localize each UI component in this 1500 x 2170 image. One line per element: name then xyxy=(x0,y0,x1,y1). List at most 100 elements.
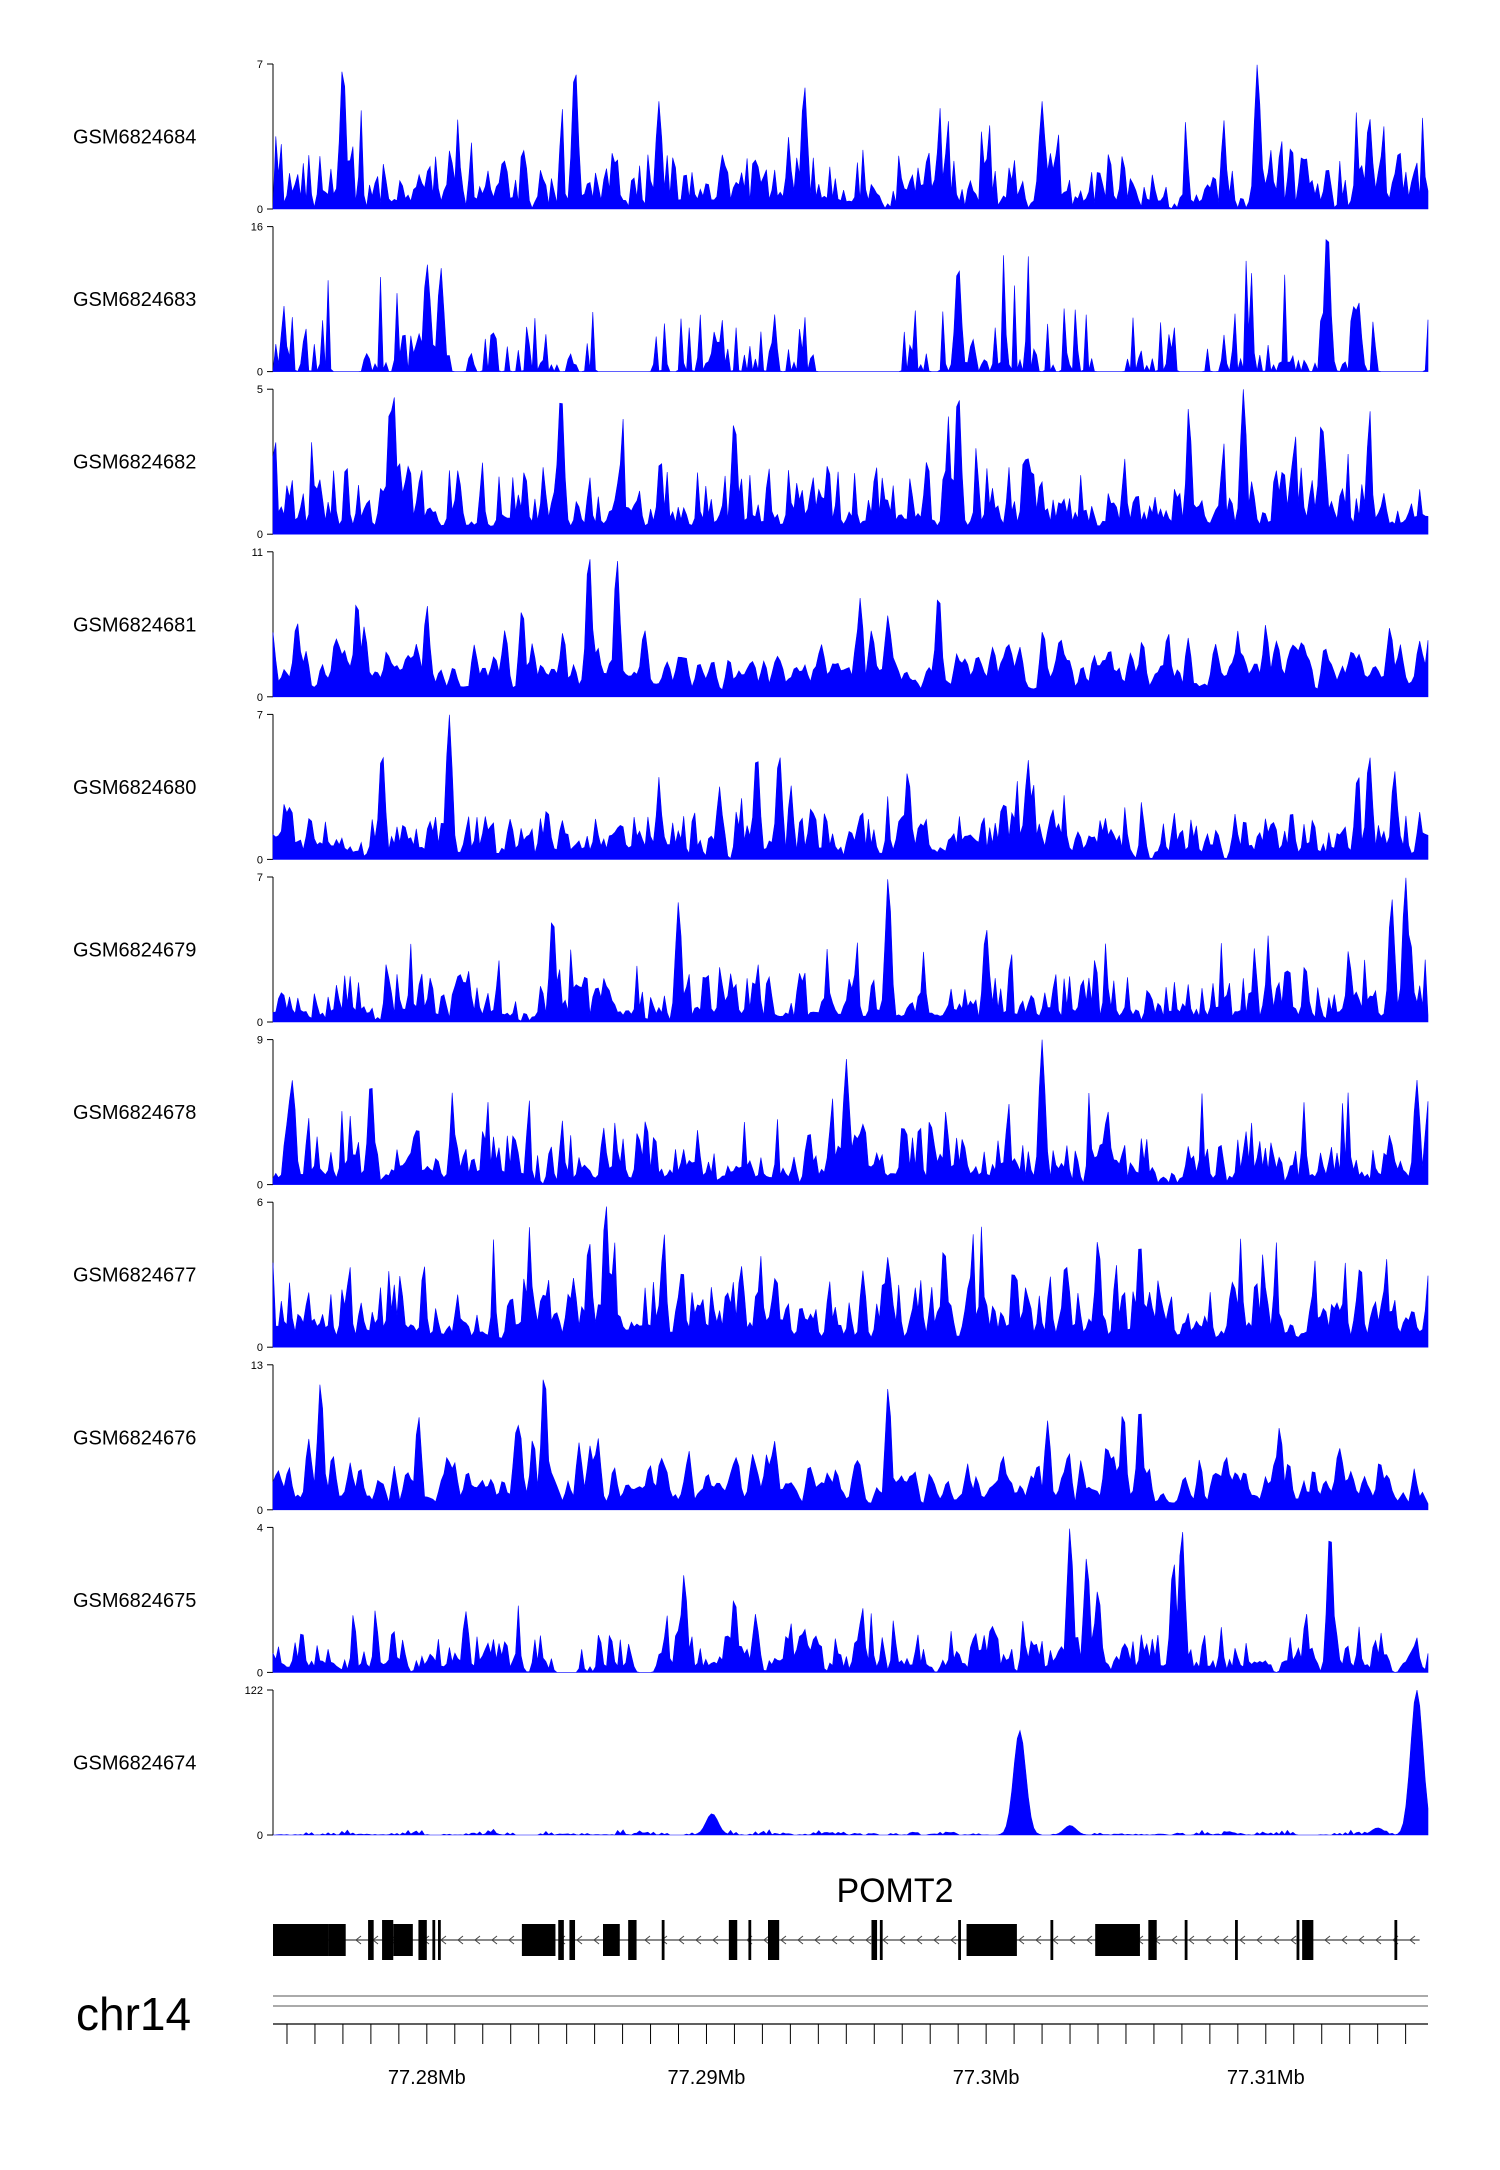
exon xyxy=(393,1924,413,1956)
exon xyxy=(661,1920,665,1960)
strand-arrow xyxy=(797,1935,804,1945)
exon xyxy=(382,1920,394,1960)
exon xyxy=(1235,1920,1238,1960)
track-ymax: 122 xyxy=(245,1685,263,1697)
track-ymin: 0 xyxy=(257,854,263,866)
strand-arrow xyxy=(1171,1935,1178,1945)
track-ymax: 16 xyxy=(251,222,263,234)
exon xyxy=(728,1920,738,1960)
track-signal xyxy=(272,877,1429,1023)
exon xyxy=(958,1920,961,1960)
strand-arrow xyxy=(593,1935,600,1945)
track-signal xyxy=(272,559,1429,698)
strand-arrow xyxy=(1035,1935,1042,1945)
track-ymax: 7 xyxy=(257,59,263,71)
track-ymax: 9 xyxy=(257,1035,263,1047)
track-ymax: 5 xyxy=(257,384,263,396)
signal-tracks: GSM682468470GSM6824683160GSM682468250GSM… xyxy=(73,59,1429,1842)
exon xyxy=(368,1920,374,1960)
track-ymin: 0 xyxy=(257,1830,263,1842)
track-ymax: 11 xyxy=(252,547,263,559)
exon xyxy=(1148,1920,1157,1960)
strand-arrow xyxy=(1409,1935,1416,1945)
track-GSM6824681: GSM6824681 11 0 xyxy=(73,547,1429,704)
strand-arrow xyxy=(848,1935,855,1945)
track-label: GSM6824683 xyxy=(73,289,196,311)
strand-arrow xyxy=(440,1935,447,1945)
strand-arrow xyxy=(576,1935,583,1945)
axis-tick-label: 77.3Mb xyxy=(953,2067,1020,2089)
strand-arrow xyxy=(780,1935,787,1945)
exon xyxy=(1050,1920,1054,1960)
strand-arrow xyxy=(763,1935,770,1945)
gene-name: POMT2 xyxy=(836,1872,953,1910)
exon xyxy=(273,1924,329,1956)
track-GSM6824683: GSM6824683 16 0 xyxy=(73,222,1429,379)
strand-arrow xyxy=(474,1935,481,1945)
strand-arrow xyxy=(1341,1935,1348,1945)
strand-arrow xyxy=(712,1935,719,1945)
track-signal xyxy=(272,1039,1429,1185)
track-signal xyxy=(272,714,1429,860)
genome-axis: 77.28Mb 77.29Mb 77.3Mb 77.31Mb xyxy=(273,1995,1428,2089)
track-label: GSM6824684 xyxy=(73,127,196,149)
track-label: GSM6824678 xyxy=(73,1102,196,1124)
exon xyxy=(569,1920,576,1960)
strand-arrow xyxy=(508,1935,515,1945)
exon xyxy=(1184,1920,1188,1960)
strand-arrow xyxy=(814,1935,821,1945)
strand-arrow xyxy=(644,1935,651,1945)
track-GSM6824675: GSM6824675 4 0 xyxy=(73,1522,1429,1679)
strand-arrow xyxy=(457,1935,464,1945)
track-GSM6824674: GSM6824674 122 0 xyxy=(73,1685,1429,1842)
strand-arrow xyxy=(695,1935,702,1945)
track-ymin: 0 xyxy=(257,204,263,216)
strand-arrow xyxy=(865,1935,872,1945)
strand-arrow xyxy=(1222,1935,1229,1945)
track-ymin: 0 xyxy=(257,529,263,541)
exon xyxy=(748,1920,752,1960)
strand-arrow xyxy=(678,1935,685,1945)
track-ymin: 0 xyxy=(257,1180,263,1192)
track-ymin: 0 xyxy=(257,1017,263,1029)
strand-arrow xyxy=(1273,1935,1280,1945)
track-ymax: 7 xyxy=(257,709,263,721)
track-GSM6824680: GSM6824680 7 0 xyxy=(73,709,1429,866)
exon xyxy=(603,1924,620,1956)
track-GSM6824677: GSM6824677 6 0 xyxy=(73,1197,1429,1354)
strand-arrow xyxy=(1069,1935,1076,1945)
track-ymax: 4 xyxy=(257,1522,263,1534)
track-label: GSM6824677 xyxy=(73,1265,196,1287)
track-label: GSM6824679 xyxy=(73,940,196,962)
track-label: GSM6824682 xyxy=(73,452,196,474)
strand-arrow xyxy=(831,1935,838,1945)
track-ymin: 0 xyxy=(257,692,263,704)
track-signal xyxy=(272,389,1429,535)
exon xyxy=(768,1920,780,1960)
strand-arrow xyxy=(1239,1935,1246,1945)
axis-tick-label: 77.31Mb xyxy=(1227,2067,1305,2089)
exon xyxy=(966,1924,1017,1956)
exon xyxy=(418,1920,427,1960)
exon xyxy=(521,1924,556,1956)
exon xyxy=(628,1920,637,1960)
exon xyxy=(328,1924,346,1956)
track-label: GSM6824680 xyxy=(73,777,196,799)
track-GSM6824684: GSM6824684 7 0 xyxy=(73,59,1429,216)
track-GSM6824679: GSM6824679 7 0 xyxy=(73,872,1429,1029)
exon xyxy=(558,1920,564,1960)
strand-arrow xyxy=(1375,1935,1382,1945)
chromosome-label: chr14 xyxy=(76,1988,191,2040)
track-label: GSM6824676 xyxy=(73,1427,196,1449)
strand-arrow xyxy=(1358,1935,1365,1945)
track-ymax: 7 xyxy=(257,872,263,884)
track-signal xyxy=(272,238,1429,373)
strand-arrow xyxy=(950,1935,957,1945)
exon xyxy=(1394,1920,1398,1960)
track-signal xyxy=(272,1528,1429,1673)
track-GSM6824678: GSM6824678 9 0 xyxy=(73,1035,1429,1192)
strand-arrow xyxy=(1324,1935,1331,1945)
track-ymax: 13 xyxy=(251,1360,263,1372)
exon xyxy=(438,1920,441,1960)
track-ymin: 0 xyxy=(257,367,263,379)
